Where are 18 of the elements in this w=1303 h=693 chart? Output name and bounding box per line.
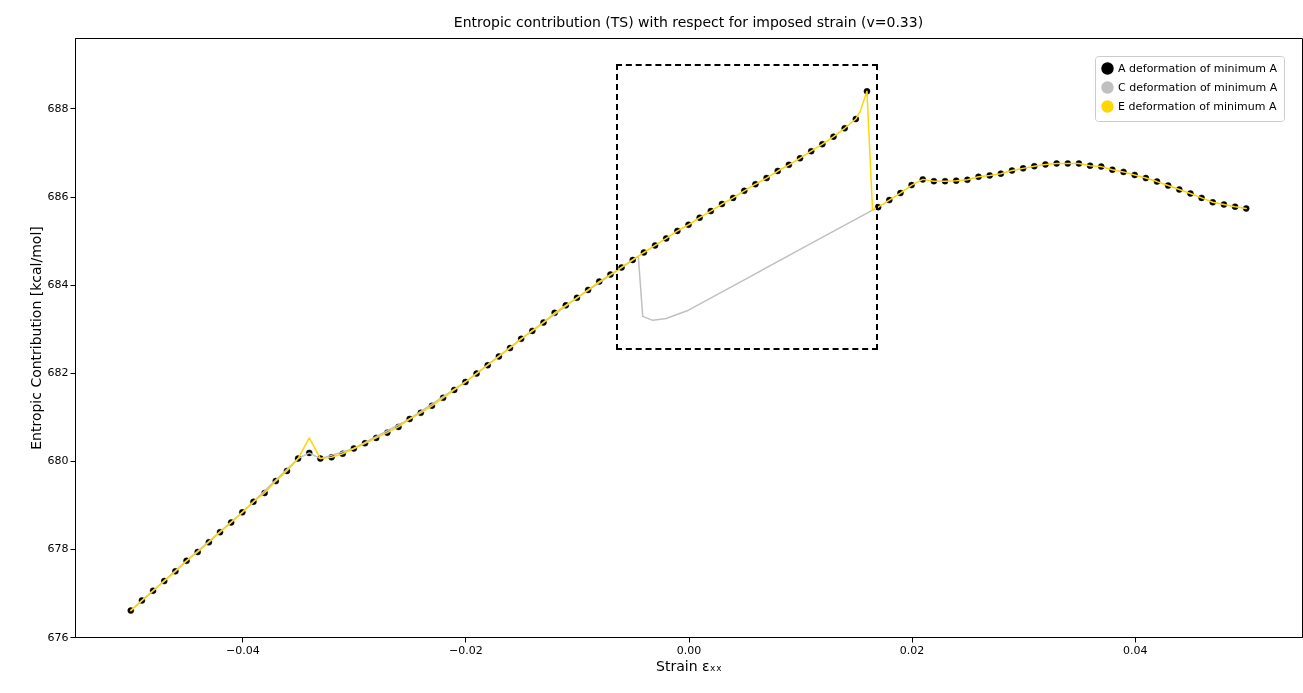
x-tick-label: −0.04 <box>225 643 260 657</box>
y-tick-label: 684 <box>47 278 69 292</box>
x-tick-label: 0.02 <box>899 643 925 657</box>
x-tick-label: 0.00 <box>676 643 702 657</box>
legend-label: A deformation of minimum A <box>1118 61 1278 75</box>
y-tick-label: 682 <box>47 366 69 380</box>
y-tick-label: 676 <box>47 630 69 644</box>
chart-title: Entropic contribution (TS) with respect for imposed strain (v=0.33) <box>453 14 924 30</box>
y-tick-label: 680 <box>47 454 69 468</box>
y-tick-label: 688 <box>47 101 69 115</box>
x-axis-title: Strain εₓₓ <box>656 657 722 674</box>
x-tick-label: 0.04 <box>1122 643 1148 657</box>
y-tick-label: 678 <box>47 542 69 556</box>
y-axis-title: Entropic Contribution [kcal/mol] <box>27 226 44 450</box>
legend-label: E deformation of minimum A <box>1118 99 1277 113</box>
x-tick-label: −0.02 <box>449 643 483 657</box>
legend-label: C deformation of minimum A <box>1118 80 1278 94</box>
y-tick-label: 686 <box>47 190 69 204</box>
